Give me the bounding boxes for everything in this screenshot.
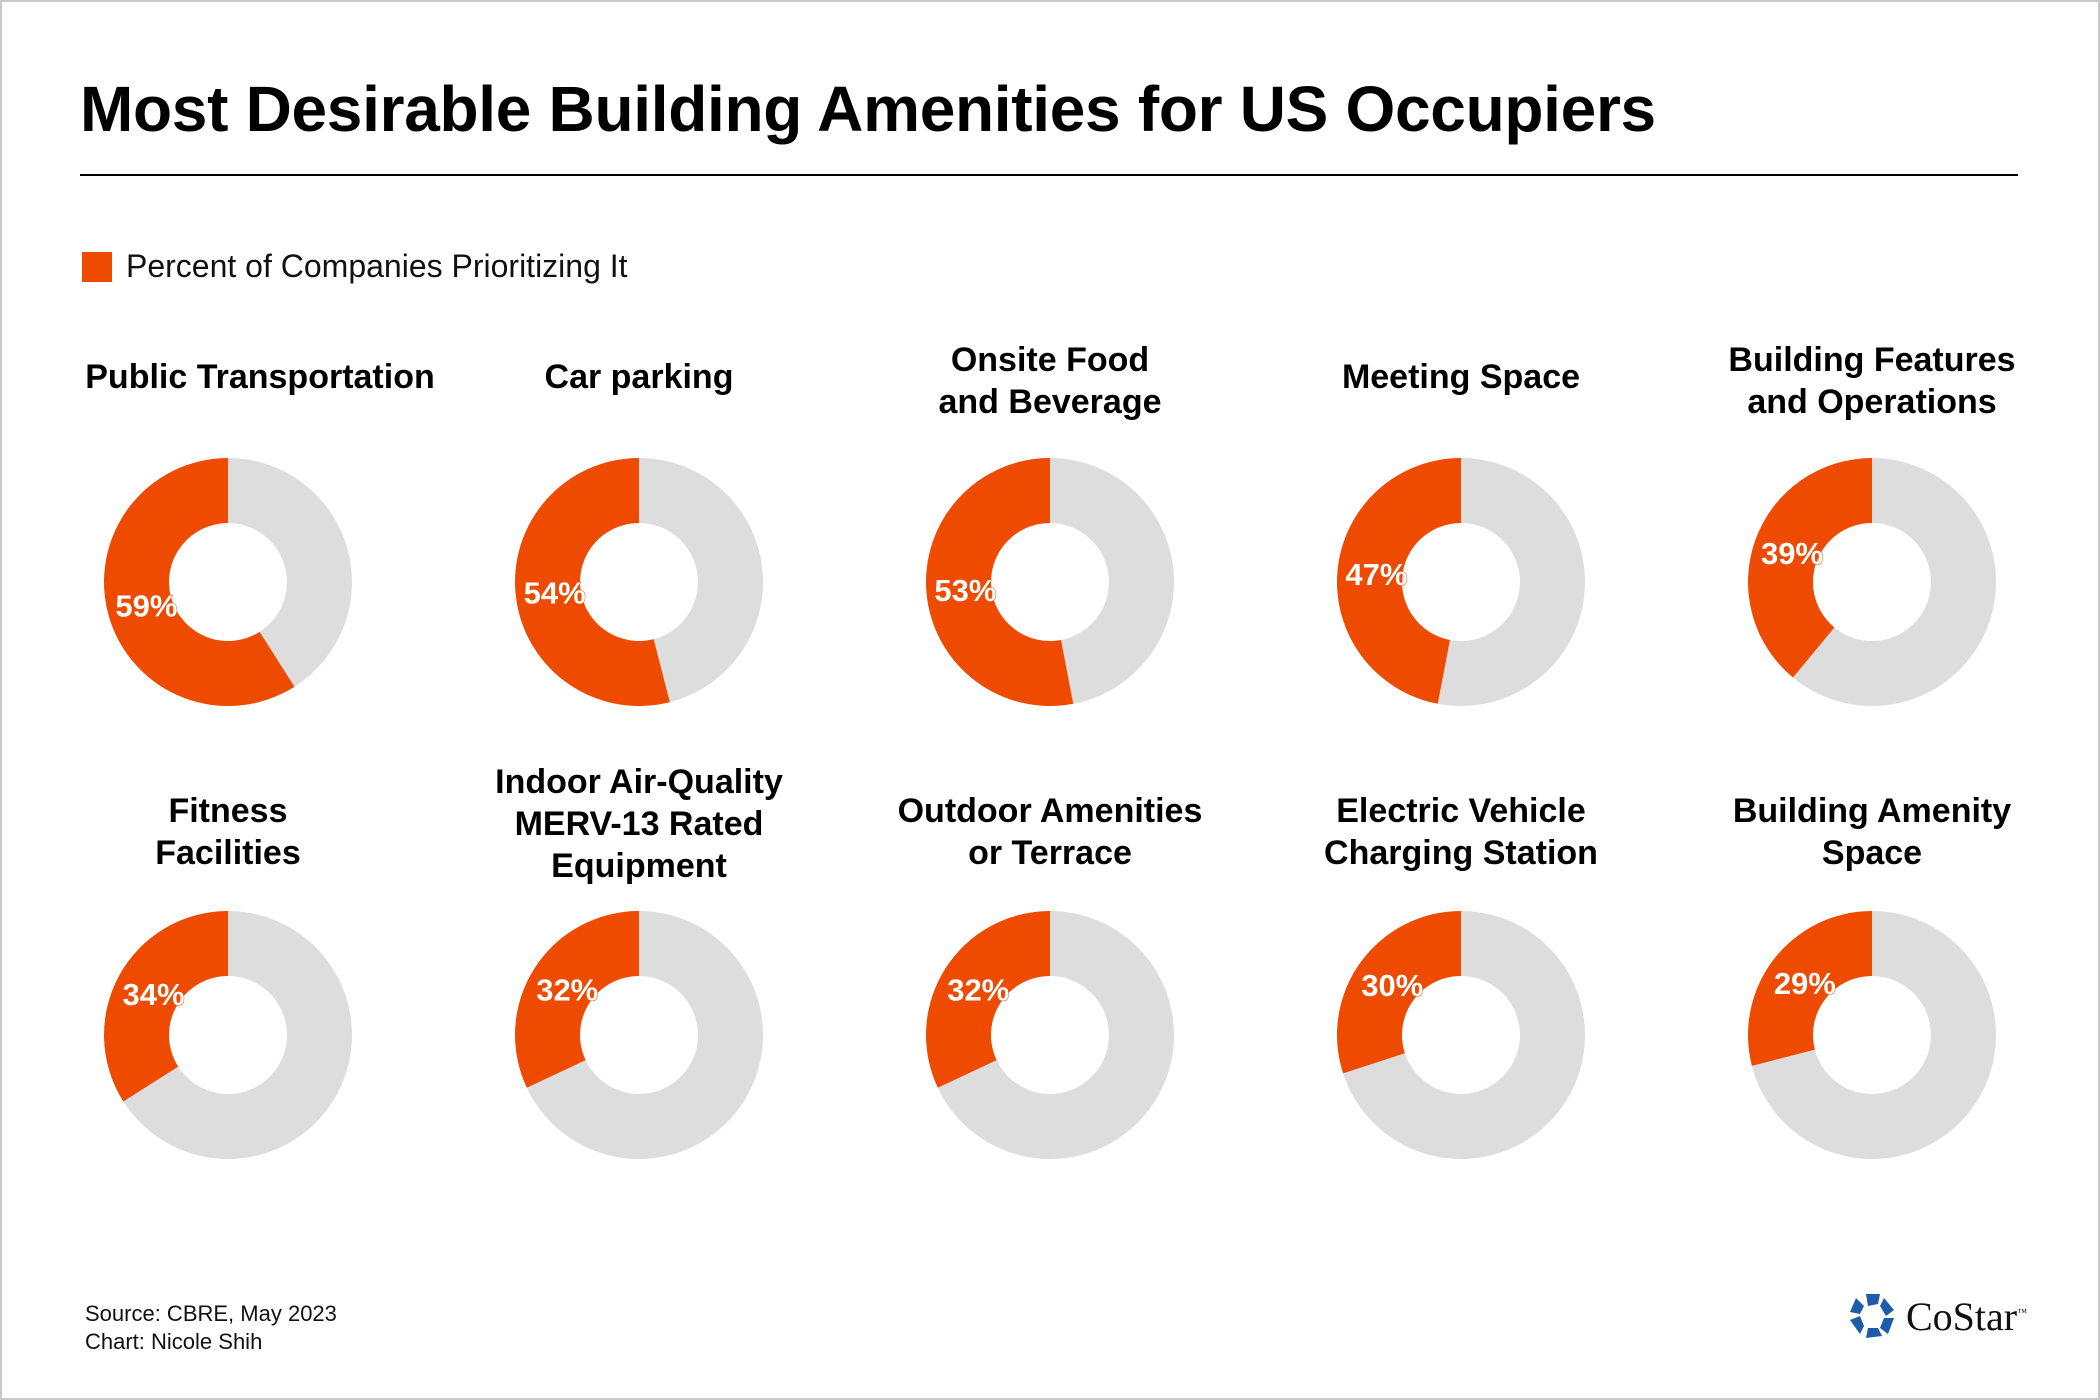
- value-label: 29%: [1774, 966, 1836, 1001]
- donut-7: 32% Indoor Air-Quality MERV-13 Rated Equipm…: [495, 763, 783, 1159]
- donut-10: 29% Building Amenity Space: [1733, 792, 2011, 1160]
- donut-remainder-segment: [1751, 911, 1996, 1160]
- value-label: 54%: [524, 576, 586, 611]
- donut-value-segment: [103, 911, 228, 1102]
- category-label: Charging Station: [1324, 834, 1598, 872]
- donut-remainder-segment: [937, 911, 1174, 1159]
- donut-remainder-segment: [526, 911, 763, 1159]
- donut-value-segment: [515, 911, 639, 1088]
- category-label: Building Amenity: [1733, 792, 2011, 830]
- category-label: Meeting Space: [1342, 358, 1580, 396]
- category-label: Equipment: [551, 847, 727, 885]
- donut-remainder-segment: [1343, 911, 1585, 1159]
- legend-swatch: [82, 251, 112, 282]
- logo-text: CoStar™: [1906, 1293, 2027, 1339]
- donut-value-segment: [104, 458, 295, 706]
- value-label: 53%: [934, 573, 996, 608]
- donut-6: 34% Fitness Facilities: [103, 792, 352, 1159]
- source-text: Source: CBRE, May 2023: [85, 1301, 337, 1326]
- title-divider: [80, 174, 2018, 176]
- donut-2: 54% Car parking: [514, 358, 763, 706]
- value-label: 30%: [1361, 968, 1423, 1003]
- donut-remainder-segment: [228, 458, 353, 687]
- donut-9: 30% Electric Vehicle Charging Station: [1324, 792, 1598, 1159]
- donut-value-segment: [1748, 458, 1872, 678]
- value-label: 47%: [1345, 557, 1407, 592]
- donut-8: 32% Outdoor Amenities or Terrace: [898, 792, 1203, 1159]
- donut-remainder-segment: [1050, 458, 1174, 704]
- donut-remainder-segment: [1437, 458, 1586, 706]
- value-label: 39%: [1761, 536, 1823, 571]
- value-label: 34%: [122, 977, 184, 1012]
- value-label: 32%: [536, 972, 598, 1007]
- category-label: Onsite Food: [951, 341, 1149, 379]
- costar-star-icon: [1850, 1294, 1894, 1338]
- donut-remainder-segment: [123, 911, 352, 1159]
- credit-text: Chart: Nicole Shih: [85, 1329, 263, 1354]
- category-label: Fitness: [168, 792, 287, 830]
- donut-remainder-segment: [1792, 458, 1996, 706]
- donut-4: 47% Meeting Space: [1337, 358, 1586, 706]
- chart-title: Most Desirable Building Amenities for US…: [80, 73, 1656, 145]
- category-label: or Terrace: [968, 834, 1132, 872]
- value-label: 32%: [947, 972, 1009, 1007]
- donut-remainder-segment: [639, 458, 763, 703]
- category-label: and Beverage: [939, 383, 1162, 421]
- donut-value-segment: [1748, 911, 1872, 1066]
- category-label: Indoor Air-Quality: [495, 763, 783, 801]
- category-label: and Operations: [1747, 383, 1996, 421]
- legend: Percent of Companies Prioritizing It: [82, 248, 628, 285]
- category-label: Car parking: [545, 358, 734, 396]
- category-label: Building Features: [1728, 341, 2015, 379]
- donut-value-segment: [1337, 458, 1461, 704]
- category-label: Public Transportation: [85, 358, 434, 396]
- value-label: 59%: [115, 589, 177, 624]
- category-label: Electric Vehicle: [1336, 792, 1586, 830]
- donut-1: 59% Public Transportation: [85, 358, 435, 706]
- donut-value-segment: [926, 911, 1050, 1088]
- footer: Source: CBRE, May 2023 Chart: Nicole Shi…: [85, 1300, 337, 1356]
- legend-label: Percent of Companies Prioritizing It: [126, 248, 628, 284]
- donut-3: 53% Onsite Food and Beverage: [925, 341, 1174, 706]
- donut-value-segment: [1337, 911, 1461, 1074]
- donut-value-segment: [514, 458, 670, 706]
- donut-5: 39% Building Features and Operations: [1728, 341, 2016, 706]
- category-label: Facilities: [155, 834, 301, 872]
- category-label: MERV-13 Rated: [515, 805, 764, 843]
- category-label: Outdoor Amenities: [898, 792, 1203, 830]
- costar-logo: CoStar™: [1848, 1292, 2027, 1340]
- category-label: Space: [1822, 834, 1922, 872]
- donut-value-segment: [925, 458, 1074, 706]
